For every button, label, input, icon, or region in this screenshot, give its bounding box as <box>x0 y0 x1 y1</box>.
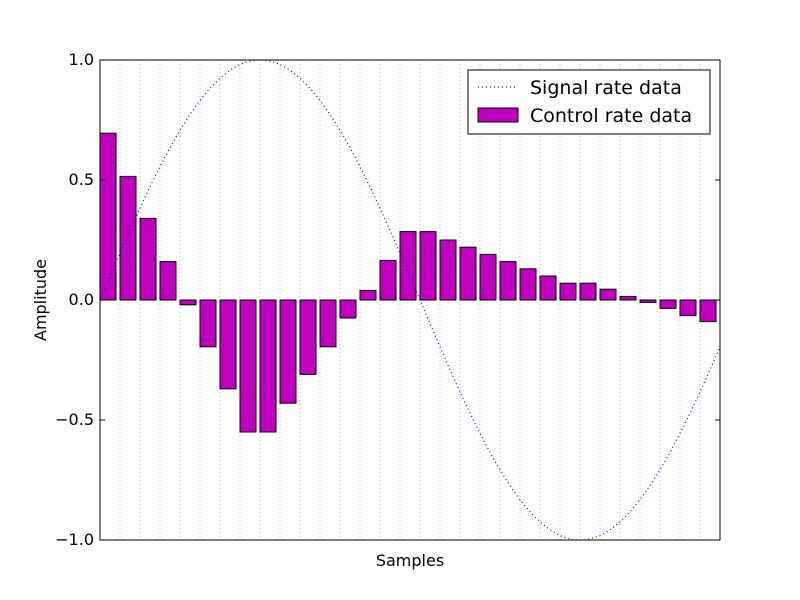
bar <box>419 231 437 301</box>
x-axis-label: Samples <box>376 551 444 570</box>
legend-bar-swatch <box>477 107 519 123</box>
legend-bar-label: Control rate data <box>530 105 692 127</box>
bar <box>119 175 137 301</box>
bar-series <box>99 132 717 433</box>
bar <box>699 299 717 323</box>
bar <box>159 261 177 301</box>
y-axis-label: Amplitude <box>31 259 50 341</box>
bar <box>599 288 617 301</box>
bar <box>239 299 257 433</box>
bar <box>279 299 297 404</box>
bar <box>379 259 397 301</box>
legend-box <box>467 69 711 135</box>
y-tick-label: −0.5 <box>55 410 94 429</box>
y-tick-label: −1.0 <box>55 530 94 549</box>
line-series <box>99 59 721 541</box>
y-tick-label: 0.5 <box>69 170 94 189</box>
y-tick-label: 1.0 <box>69 50 94 69</box>
bar <box>339 299 357 319</box>
bar <box>619 295 637 301</box>
bar <box>499 261 517 301</box>
bar <box>519 268 537 301</box>
bar <box>639 299 657 303</box>
bar <box>219 299 237 390</box>
signal-line <box>99 59 721 541</box>
bar <box>659 299 677 309</box>
bar <box>199 299 217 348</box>
legend: Signal rate data Control rate data <box>467 69 711 135</box>
bar <box>559 282 577 301</box>
bar <box>539 275 557 301</box>
y-axis-ticks: −1.0 −0.5 0.0 0.5 1.0 <box>55 50 720 549</box>
bar <box>479 253 497 301</box>
bar <box>579 282 597 301</box>
bar <box>399 231 417 301</box>
bar <box>99 132 117 301</box>
bar <box>259 299 277 433</box>
bar <box>299 299 317 375</box>
bar <box>139 217 157 301</box>
y-tick-label: 0.0 <box>69 290 94 309</box>
bar <box>319 299 337 348</box>
bar <box>359 289 377 301</box>
bar <box>679 299 697 317</box>
bar <box>439 239 457 301</box>
bar <box>459 246 477 301</box>
legend-line-label: Signal rate data <box>530 77 682 99</box>
bar <box>179 299 197 306</box>
